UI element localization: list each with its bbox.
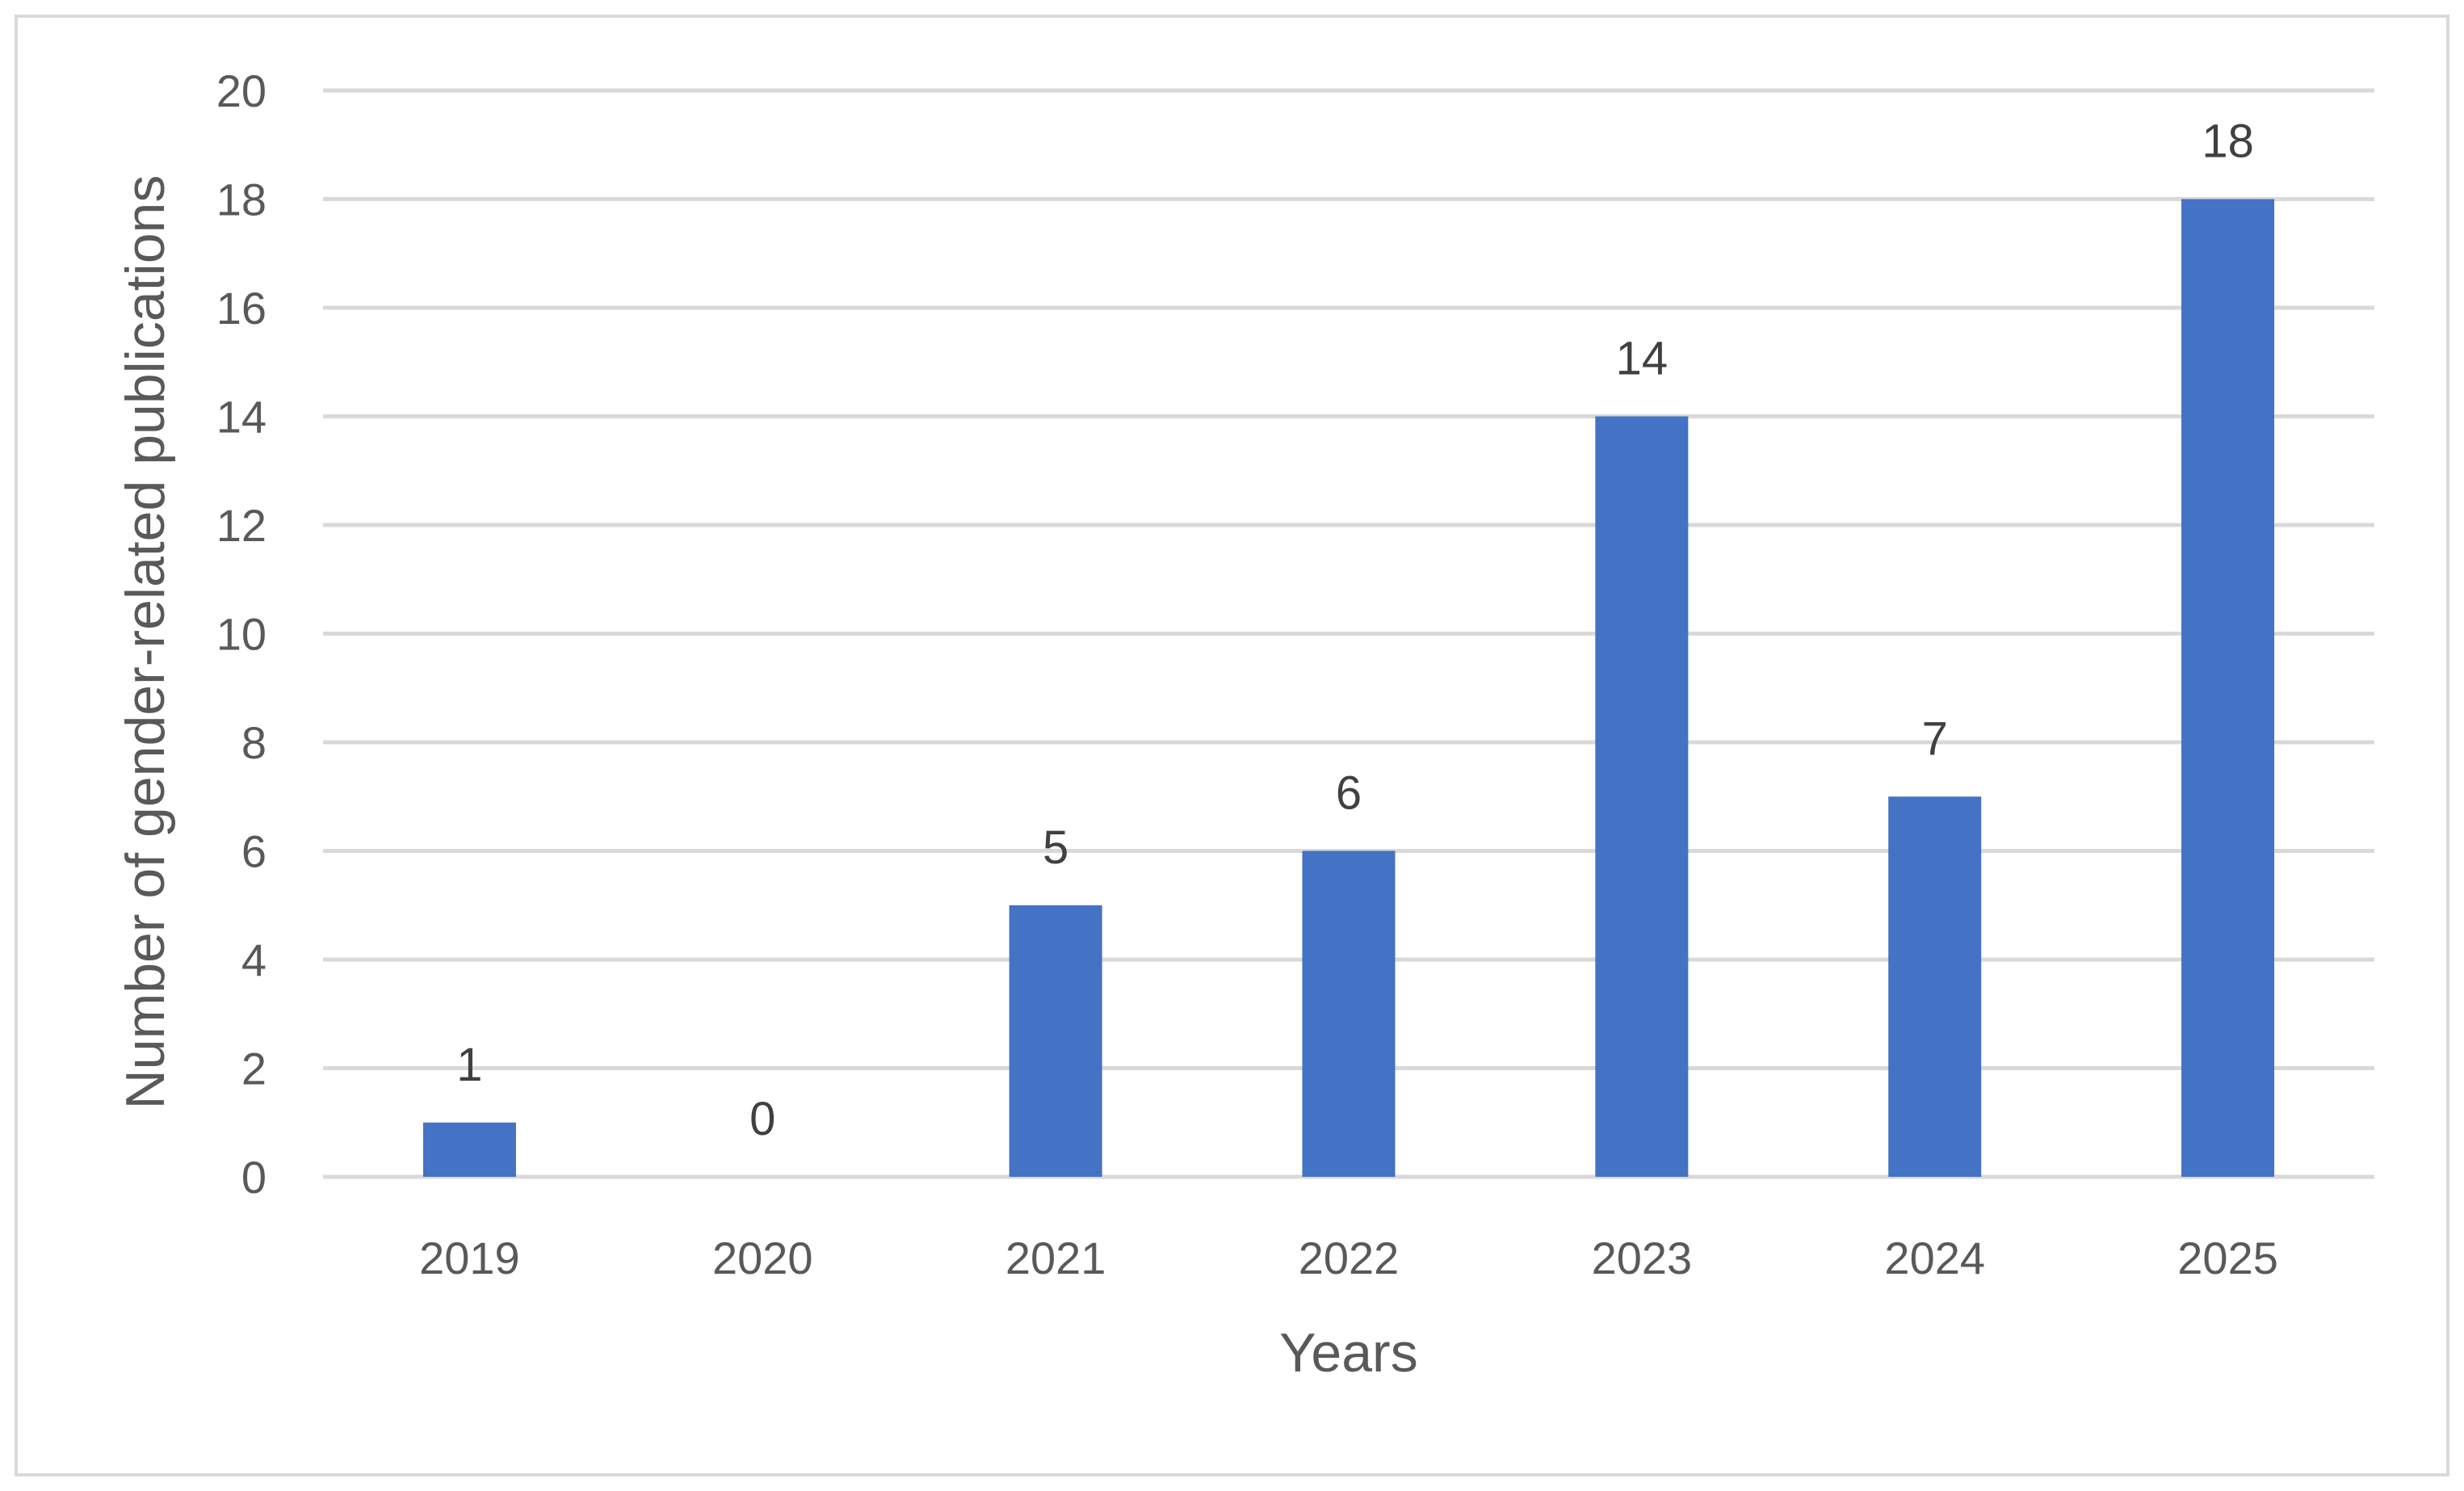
y-tick-label: 18 bbox=[216, 174, 267, 225]
x-tick-label-2024: 2024 bbox=[1884, 1233, 1985, 1283]
y-tick-label: 14 bbox=[216, 392, 267, 443]
bar-2024 bbox=[1888, 796, 1982, 1177]
data-label-2024: 7 bbox=[1922, 712, 1948, 765]
bars bbox=[422, 199, 2275, 1177]
gridlines bbox=[323, 88, 2374, 1179]
data-label-2020: 0 bbox=[749, 1093, 775, 1145]
y-tick-label: 0 bbox=[241, 1152, 267, 1203]
bar-2021 bbox=[1009, 905, 1102, 1177]
y-tick-label: 2 bbox=[241, 1044, 267, 1094]
y-axis-ticks: 0 2 4 6 8 10 12 14 16 18 20 bbox=[216, 65, 267, 1203]
y-axis-title: Number of gender-related publications bbox=[115, 175, 176, 1110]
data-labels: 1 0 5 6 14 7 18 bbox=[456, 116, 2254, 1146]
x-tick-label-2019: 2019 bbox=[419, 1233, 520, 1283]
chart-frame bbox=[15, 15, 2449, 1476]
bar-2022 bbox=[1302, 850, 1396, 1177]
bar-2023 bbox=[1595, 416, 1689, 1177]
x-tick-label-2020: 2020 bbox=[712, 1233, 813, 1283]
y-tick-label: 8 bbox=[241, 717, 267, 768]
bar-2019 bbox=[422, 1122, 516, 1177]
data-label-2023: 14 bbox=[1616, 333, 1669, 385]
data-label-2021: 5 bbox=[1043, 821, 1068, 874]
data-label-2019: 1 bbox=[456, 1039, 482, 1091]
y-tick-label: 6 bbox=[241, 826, 267, 877]
x-axis-title: Years bbox=[1279, 1322, 1417, 1384]
y-tick-label: 10 bbox=[216, 609, 267, 660]
x-axis-ticks: 2019 2020 2021 2022 2023 2024 2025 bbox=[419, 1233, 2278, 1283]
data-label-2022: 6 bbox=[1336, 767, 1362, 820]
x-tick-label-2021: 2021 bbox=[1005, 1233, 1106, 1283]
y-tick-label: 16 bbox=[216, 283, 267, 334]
y-tick-label: 12 bbox=[216, 500, 267, 551]
data-label-2025: 18 bbox=[2202, 116, 2254, 168]
x-tick-label-2022: 2022 bbox=[1299, 1233, 1400, 1283]
bar-2025 bbox=[2181, 199, 2275, 1177]
y-tick-label: 4 bbox=[241, 934, 267, 985]
x-tick-label-2023: 2023 bbox=[1592, 1233, 1693, 1283]
y-tick-label: 20 bbox=[216, 65, 267, 116]
x-tick-label-2025: 2025 bbox=[2177, 1233, 2278, 1283]
